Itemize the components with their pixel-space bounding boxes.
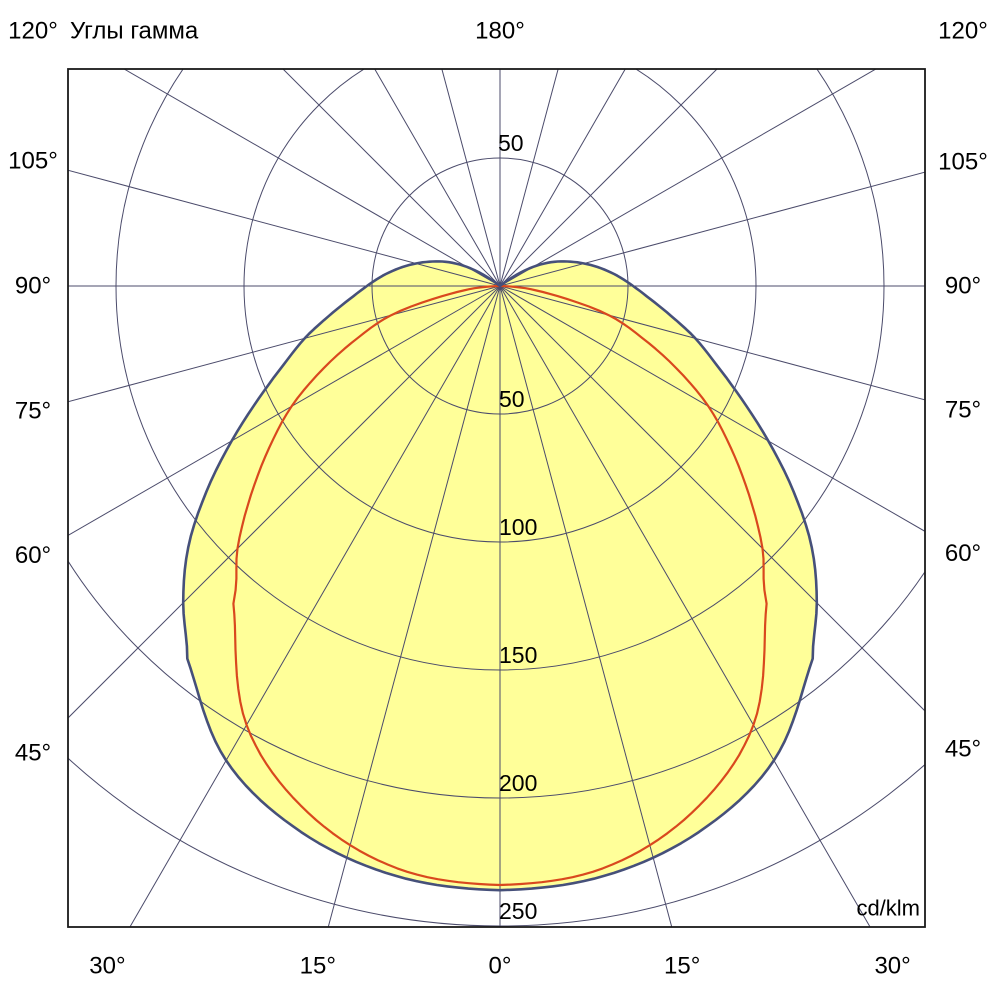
- angle-label-left-75: 75°: [15, 398, 51, 425]
- intensity-curves: [181, 260, 819, 892]
- angle-label-bottom-3: 15°: [664, 953, 700, 980]
- grid-radial-225: [282, 69, 501, 287]
- angle-label-120-right: 120°: [938, 18, 988, 45]
- grid-radial-30: [499, 285, 871, 927]
- grid-radial-15: [499, 285, 673, 927]
- angle-label-bottom-1: 15°: [300, 953, 336, 980]
- angle-label-left-105: 105°: [8, 147, 58, 174]
- grid-radial-45: [499, 285, 925, 712]
- grid-radial-345: [327, 285, 501, 927]
- angle-label-bottom-0: 30°: [89, 953, 125, 980]
- angle-label-bottom-2: 0°: [489, 953, 512, 980]
- grid-radial-300: [68, 285, 501, 536]
- grid-radial-330: [129, 285, 501, 927]
- radial-tick-50: 50: [499, 386, 525, 412]
- unit-label: cd/klm: [856, 896, 920, 921]
- grid-radial-285: [68, 285, 501, 403]
- radial-tick-150: 150: [499, 642, 537, 668]
- angle-label-bottom-4: 30°: [874, 953, 910, 980]
- curve-red-inner: [232, 284, 768, 887]
- grid-radial-75: [499, 285, 925, 401]
- angle-label-120-left: 120°: [8, 18, 58, 45]
- grid-radial-135: [499, 69, 718, 287]
- angle-label-180-top: 180°: [475, 18, 525, 45]
- radial-tick-upper-50: 50: [498, 130, 524, 156]
- radial-tick-250: 250: [499, 898, 537, 924]
- angle-label-right-75: 75°: [945, 397, 981, 424]
- angle-label-right-105: 105°: [938, 148, 988, 175]
- angle-label-right-45: 45°: [945, 736, 981, 763]
- grid-radial-105: [499, 171, 925, 287]
- angle-label-left-60: 60°: [15, 542, 51, 569]
- angle-label-left-45: 45°: [15, 740, 51, 767]
- grid-radial-195: [441, 69, 501, 287]
- grid-radial-240: [123, 69, 501, 287]
- grid-radial-120: [499, 69, 877, 287]
- chart-title: Углы гамма: [70, 18, 199, 45]
- radial-tick-100: 100: [499, 514, 537, 540]
- angle-label-right-90: 90°: [945, 273, 981, 300]
- grid-radial-60: [499, 285, 925, 532]
- grid-radial-150: [499, 69, 626, 287]
- radial-tick-200: 200: [499, 770, 537, 796]
- grid-radial-165: [499, 69, 559, 287]
- grid-radial-255: [68, 169, 501, 287]
- grid-radial-210: [374, 69, 501, 287]
- curve-blue-outline: [181, 260, 819, 892]
- angle-label-left-90: 90°: [15, 273, 51, 300]
- angle-label-right-60: 60°: [945, 540, 981, 567]
- grid-radial-315: [68, 285, 501, 719]
- plot-border: [67, 68, 926, 928]
